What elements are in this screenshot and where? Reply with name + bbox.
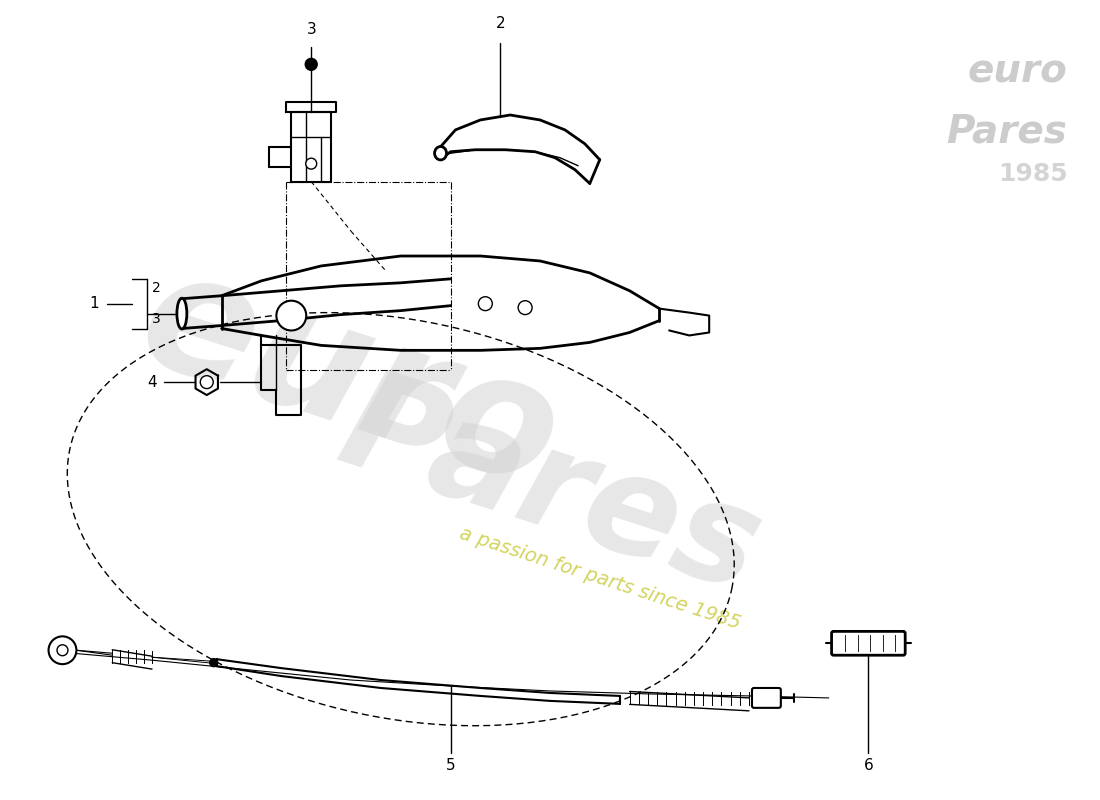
Text: 3: 3 <box>306 22 316 37</box>
Circle shape <box>306 158 317 169</box>
Circle shape <box>57 645 68 656</box>
Text: euro: euro <box>968 53 1067 90</box>
Circle shape <box>200 376 213 389</box>
Text: 5: 5 <box>446 758 455 773</box>
Text: 6: 6 <box>864 758 873 773</box>
FancyBboxPatch shape <box>752 688 781 708</box>
Circle shape <box>305 58 317 70</box>
FancyBboxPatch shape <box>832 631 905 655</box>
Text: 4: 4 <box>147 374 157 390</box>
Circle shape <box>48 636 76 664</box>
Circle shape <box>518 301 532 314</box>
Ellipse shape <box>434 146 447 160</box>
Text: Pares: Pares <box>323 358 777 620</box>
Circle shape <box>478 297 493 310</box>
Text: 2: 2 <box>495 15 505 30</box>
Circle shape <box>210 658 218 666</box>
Text: euro: euro <box>122 237 580 524</box>
Ellipse shape <box>177 298 187 329</box>
Text: 1985: 1985 <box>998 162 1067 186</box>
Text: Pares: Pares <box>946 112 1067 150</box>
Circle shape <box>276 301 306 330</box>
Text: 1: 1 <box>89 296 99 311</box>
Text: 2: 2 <box>152 281 161 294</box>
Text: a passion for parts since 1985: a passion for parts since 1985 <box>456 524 742 634</box>
Text: 3: 3 <box>152 311 161 326</box>
